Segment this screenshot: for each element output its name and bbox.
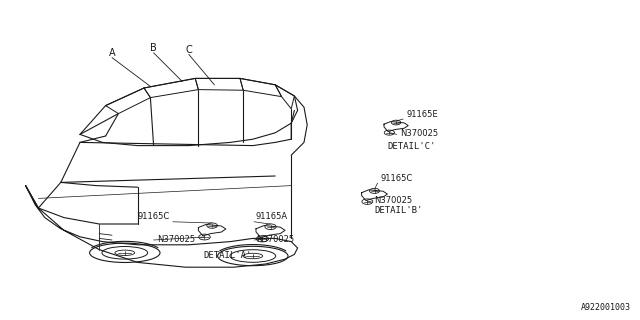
Text: N370025: N370025	[374, 196, 413, 205]
Text: N370025: N370025	[400, 129, 438, 138]
Text: B: B	[150, 43, 157, 53]
Text: 91165C: 91165C	[138, 212, 170, 221]
Text: 91165A: 91165A	[256, 212, 288, 221]
Text: 91165E: 91165E	[406, 110, 438, 119]
Text: A922001003: A922001003	[580, 303, 630, 312]
Text: N370025: N370025	[157, 235, 195, 244]
Text: 91165C: 91165C	[381, 174, 413, 183]
Text: DETAIL'A': DETAIL'A'	[203, 251, 252, 260]
Text: N370025: N370025	[256, 235, 294, 244]
Text: A: A	[109, 48, 115, 58]
Text: DETAIL'C': DETAIL'C'	[387, 142, 436, 151]
Text: C: C	[186, 44, 192, 55]
Text: DETAIL'B': DETAIL'B'	[374, 206, 423, 215]
